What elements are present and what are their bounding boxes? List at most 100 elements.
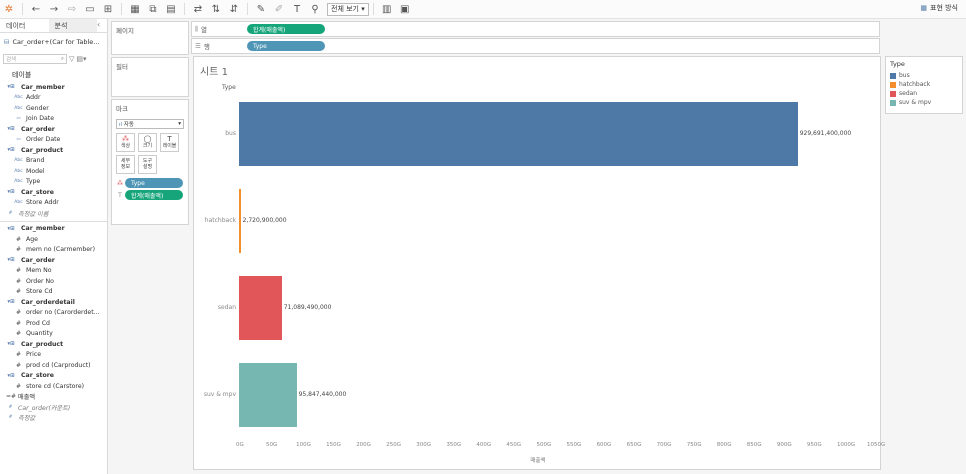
tab-data[interactable]: 데이터 — [0, 19, 49, 32]
datasource-label: Car_order+(Car for Table... — [12, 38, 100, 46]
field-item[interactable]: Abc Gender — [0, 103, 107, 114]
field-item[interactable]: Abc Type — [0, 177, 107, 188]
table-item[interactable]: ▾⊞ Car_order — [0, 255, 107, 266]
table-icon: ▾⊞ — [7, 84, 15, 91]
redo-dropdown-icon[interactable]: ⇨ — [67, 3, 77, 15]
field-item[interactable]: # store cd (Carstore) — [0, 381, 107, 392]
field-item[interactable]: Abc Brand — [0, 156, 107, 167]
bar-sedan[interactable] — [239, 276, 282, 340]
collapse-pane-icon[interactable]: ‹ — [97, 20, 101, 29]
field-item[interactable]: # Prod Cd — [0, 318, 107, 329]
field-label: Addr — [26, 94, 41, 102]
divider — [22, 3, 23, 15]
rows-pill[interactable]: Type — [247, 41, 325, 51]
columns-pill[interactable]: 합계(매출액) — [247, 24, 325, 34]
field-item[interactable]: Abc Store Addr — [0, 198, 107, 209]
duplicate-sheet-icon[interactable]: ⧉ — [149, 3, 157, 15]
fit-select[interactable]: 전체 보기 ▾ — [327, 2, 369, 16]
undo-icon[interactable]: ← — [31, 3, 41, 15]
marks-card: 마크 ıl 자동 ▾ ⁂ 색상 ◯ 크기 T 레이블 세부 정보 도구 설명 ⁂ Type T 합계… — [111, 99, 189, 225]
tab-analytics[interactable]: 분석 — [48, 19, 97, 32]
clear-sheet-icon[interactable]: ▤ — [166, 3, 176, 15]
field-item[interactable]: # Quantity — [0, 329, 107, 340]
measure-field-icon: # — [8, 210, 13, 216]
bar-hatchback[interactable] — [239, 189, 241, 253]
sheet-title[interactable]: 시트 1 — [200, 67, 228, 78]
field-item[interactable]: # Order No — [0, 276, 107, 287]
new-worksheet-icon[interactable]: ▦ — [130, 3, 140, 15]
type-color-pill[interactable]: Type — [125, 178, 183, 188]
pin-icon[interactable]: ⚲ — [311, 3, 319, 15]
table-item[interactable]: ▾⊞ Car_orderdetail — [0, 297, 107, 308]
legend-item[interactable]: hatchback — [886, 80, 962, 89]
group-icon[interactable]: ✐ — [274, 3, 284, 15]
legend-item[interactable]: sedan — [886, 89, 962, 98]
tooltip-button[interactable]: 도구 설명 — [138, 155, 157, 174]
tableau-logo-icon[interactable]: ✲ — [4, 3, 14, 15]
field-label: Join Date — [26, 115, 55, 123]
field-item[interactable]: # 측정값 이름 — [0, 208, 107, 219]
search-input[interactable]: 검색 ⌕ — [3, 54, 67, 64]
table-item[interactable]: ▾⊞ Car_store — [0, 187, 107, 198]
table-item[interactable]: ▾⊞ Car_order — [0, 124, 107, 135]
field-label: Model — [26, 167, 45, 175]
label-icon[interactable]: T — [293, 3, 301, 15]
filters-card[interactable]: 필터 — [111, 57, 189, 97]
filter-icon[interactable]: ▽ — [69, 55, 75, 63]
field-item[interactable]: # order no (Carorderdet... — [0, 308, 107, 319]
sort-asc-icon[interactable]: ⇅ — [211, 3, 221, 15]
columns-shelf[interactable]: ⫼ 열 합계(매출액) — [191, 21, 880, 37]
swap-icon[interactable]: ⇄ — [193, 3, 203, 15]
sales-label-pill[interactable]: 합계(매출액) — [125, 190, 183, 200]
table-item[interactable]: ▾⊞ Car_member — [0, 224, 107, 235]
new-datasource-icon[interactable]: ⊞ — [103, 3, 113, 15]
field-item[interactable]: # mem no (Carmember) — [0, 245, 107, 256]
label-button[interactable]: T 레이블 — [160, 133, 179, 152]
field-item[interactable]: ▭ Order Date — [0, 135, 107, 146]
bar-value-label: 71,089,490,000 — [283, 304, 332, 311]
measure-field-icon: # — [8, 415, 13, 421]
field-item[interactable]: # Age — [0, 234, 107, 245]
legend-item[interactable]: suv & mpv — [886, 98, 962, 107]
field-item[interactable]: # 측정값 — [0, 413, 107, 424]
sort-desc-icon[interactable]: ⇵ — [229, 3, 239, 15]
bar-bus[interactable] — [239, 102, 798, 166]
presentation-icon[interactable]: ▣ — [400, 3, 410, 15]
text-field-icon: Abc — [14, 168, 23, 174]
table-item[interactable]: ▾⊞ Car_product — [0, 145, 107, 156]
view-options-icon[interactable]: ▤▾ — [76, 55, 87, 63]
legend-item[interactable]: bus — [886, 71, 962, 80]
marks-button-icon: ⁂ — [122, 134, 129, 143]
save-icon[interactable]: ▭ — [85, 3, 95, 15]
x-tick-label: 750G — [686, 442, 702, 448]
redo-icon[interactable]: → — [49, 3, 59, 15]
field-item[interactable]: # Mem No — [0, 266, 107, 277]
table-item[interactable]: ▾⊞ Car_store — [0, 371, 107, 382]
size-button[interactable]: ◯ 크기 — [138, 133, 157, 152]
pages-card[interactable]: 페이지 — [111, 21, 189, 55]
field-label: Car_order — [21, 125, 55, 133]
detail-button[interactable]: 세부 정보 — [116, 155, 135, 174]
field-item[interactable]: # prod cd (Carproduct) — [0, 360, 107, 371]
field-item[interactable]: =# 매출액 — [0, 392, 107, 403]
field-item[interactable]: Abc Model — [0, 166, 107, 177]
bar-suv-mpv[interactable] — [239, 363, 297, 427]
rows-shelf[interactable]: ☰ 행 Type — [191, 38, 880, 54]
table-item[interactable]: ▾⊞ Car_product — [0, 339, 107, 350]
x-tick-label: 500G — [536, 442, 552, 448]
field-item[interactable]: # Price — [0, 350, 107, 361]
field-item[interactable]: Abc Addr — [0, 93, 107, 104]
table-item[interactable]: ▾⊞ Car_member — [0, 82, 107, 93]
datasource-item[interactable]: ⛁ Car_order+(Car for Table... — [0, 33, 107, 50]
color-button[interactable]: ⁂ 색상 — [116, 133, 135, 152]
field-item[interactable]: # Car_order(카운트) — [0, 402, 107, 413]
table-icon: ▾⊞ — [7, 372, 15, 379]
mark-type-select[interactable]: ıl 자동 ▾ — [116, 119, 184, 129]
field-item[interactable]: ▭ Join Date — [0, 114, 107, 125]
show-me-button[interactable]: ▦ 표현 방식 — [920, 3, 958, 13]
highlight-icon[interactable]: ✎ — [256, 3, 266, 15]
cards-icon[interactable]: ▥ — [382, 3, 392, 15]
field-item[interactable]: # Store Cd — [0, 287, 107, 298]
field-label: Car_store — [21, 372, 55, 380]
